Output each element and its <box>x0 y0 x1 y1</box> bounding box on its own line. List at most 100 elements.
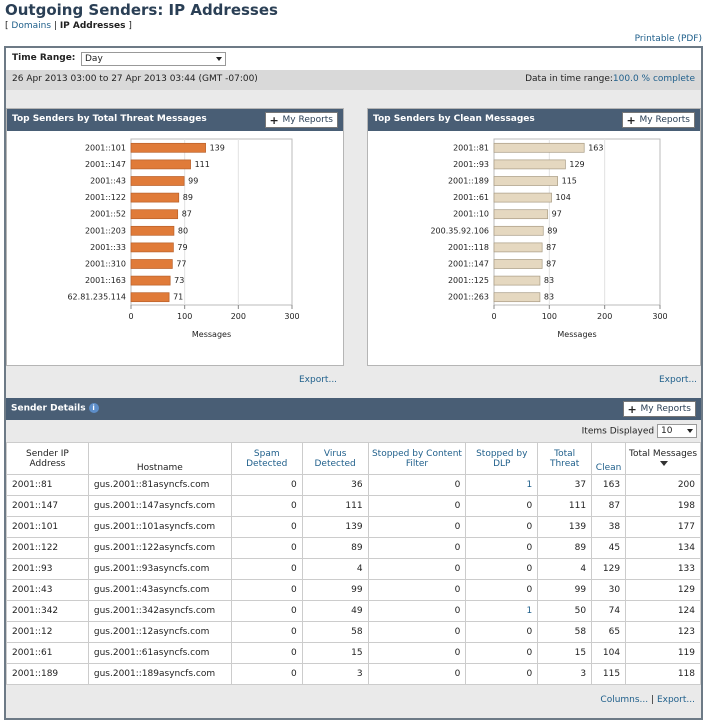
cell-virus: 58 <box>301 621 369 643</box>
col-clean[interactable]: Clean <box>591 442 627 475</box>
items-displayed: Items Displayed 10 <box>582 424 697 438</box>
bar-value-label: 99 <box>188 177 198 186</box>
cell-spam: 0 <box>230 621 303 643</box>
clean-export-link[interactable]: Export... <box>659 375 698 385</box>
cell-virus: 99 <box>301 579 369 601</box>
sender-details-header: Sender Details i + My Reports <box>6 398 701 420</box>
cell-hostname: gus.2001::122asyncfs.com <box>87 537 232 559</box>
report-body: Top Senders by Total Threat Messages + M… <box>6 90 701 718</box>
threat-export-link[interactable]: Export... <box>299 375 338 385</box>
data-completeness: Data in time range:100.0 % complete <box>525 74 695 84</box>
cell-sender-ip: 2001::93 <box>6 558 89 580</box>
sort-desc-icon <box>660 460 669 466</box>
cell-total-messages: 124 <box>625 600 701 622</box>
category-label: 2001::163 <box>85 276 126 285</box>
cell-content-filter: 0 <box>367 579 467 601</box>
cell-content-filter: 0 <box>367 495 467 517</box>
cell-total-messages: 198 <box>625 495 701 517</box>
col-stopped-content-filter[interactable]: Stopped by Content Filter <box>367 442 467 475</box>
cell-sender-ip: 2001::122 <box>6 537 89 559</box>
cell-sender-ip: 2001::61 <box>6 642 89 664</box>
time-range-row: Time Range: Day <box>6 48 701 70</box>
col-virus-detected[interactable]: Virus Detected <box>301 442 369 475</box>
columns-link[interactable]: Columns... <box>600 695 649 705</box>
col-spam-detected[interactable]: Spam Detected <box>230 442 303 475</box>
cell-spam: 0 <box>230 474 303 496</box>
cell-total-threat: 89 <box>537 537 593 559</box>
cell-dlp: 0 <box>465 495 539 517</box>
bar-value-label: 163 <box>588 143 603 152</box>
cell-virus: 3 <box>301 663 369 685</box>
clean-panel-header: Top Senders by Clean Messages + My Repor… <box>368 109 700 131</box>
x-tick-label: 300 <box>284 312 299 321</box>
items-displayed-select[interactable]: 10 <box>657 424 697 438</box>
cell-total-threat: 50 <box>537 600 593 622</box>
threat-my-reports-button[interactable]: + My Reports <box>264 112 338 128</box>
category-label: 2001::147 <box>448 260 489 269</box>
cell-total-threat: 139 <box>537 516 593 538</box>
cell-sender-ip: 2001::147 <box>6 495 89 517</box>
plus-icon: + <box>627 403 637 416</box>
cell-clean: 38 <box>591 516 627 538</box>
printable-pdf-link[interactable]: Printable (PDF) <box>634 34 702 44</box>
bar <box>130 292 170 303</box>
bar-value-label: 77 <box>176 260 186 269</box>
threat-panel-title: Top Senders by Total Threat Messages <box>12 114 207 124</box>
info-icon[interactable]: i <box>88 403 99 413</box>
cell-hostname: gus.2001::342asyncfs.com <box>87 600 232 622</box>
category-label: 2001::122 <box>85 193 126 202</box>
cell-hostname: gus.2001::189asyncfs.com <box>87 663 232 685</box>
cell-virus: 89 <box>301 537 369 559</box>
cell-clean: 87 <box>591 495 627 517</box>
col-total-threat[interactable]: Total Threat <box>537 442 593 475</box>
cell-virus: 139 <box>301 516 369 538</box>
plus-icon: + <box>269 114 279 127</box>
cell-total-threat: 99 <box>537 579 593 601</box>
cell-dlp[interactable]: 1 <box>465 600 539 622</box>
table-row: 2001::342 gus.2001::342asyncfs.com 0 49 0 1 50… <box>6 600 701 622</box>
bar-value-label: 71 <box>173 293 183 302</box>
chevron-down-icon <box>687 429 693 433</box>
cell-virus: 111 <box>301 495 369 517</box>
cell-sender-ip: 2001::81 <box>6 474 89 496</box>
cell-dlp[interactable]: 1 <box>465 474 539 496</box>
clean-my-reports-button[interactable]: + My Reports <box>621 112 695 128</box>
col-total-messages[interactable]: Total Messages <box>625 442 701 475</box>
bar <box>130 142 206 153</box>
x-tick-label: 100 <box>177 312 192 321</box>
x-tick-label: 200 <box>231 312 246 321</box>
threat-panel-header: Top Senders by Total Threat Messages + M… <box>7 109 343 131</box>
x-tick-label: 0 <box>491 312 496 321</box>
cell-virus: 49 <box>301 600 369 622</box>
cell-sender-ip: 2001::43 <box>6 579 89 601</box>
cell-total-messages: 129 <box>625 579 701 601</box>
cell-spam: 0 <box>230 579 303 601</box>
data-completeness-link[interactable]: 100.0 % complete <box>612 74 695 84</box>
cell-dlp: 0 <box>465 579 539 601</box>
cell-content-filter: 0 <box>367 642 467 664</box>
category-label: 2001::101 <box>85 143 126 152</box>
breadcrumb: [ Domains | IP Addresses ] <box>5 21 132 31</box>
category-label: 2001::263 <box>448 293 489 302</box>
details-my-reports-button[interactable]: + My Reports <box>622 401 696 417</box>
bar <box>493 176 558 186</box>
bar <box>493 225 544 236</box>
col-stopped-dlp[interactable]: Stopped by DLP <box>465 442 539 475</box>
cell-clean: 129 <box>591 558 627 580</box>
cell-clean: 65 <box>591 621 627 643</box>
bar-value-label: 83 <box>544 276 554 285</box>
time-range-select[interactable]: Day <box>81 52 226 66</box>
footer-separator: | <box>651 695 655 705</box>
cell-hostname: gus.2001::101asyncfs.com <box>87 516 232 538</box>
bar-value-label: 79 <box>177 243 187 252</box>
details-export-link[interactable]: Export... <box>656 695 695 705</box>
table-row: 2001::81 gus.2001::81asyncfs.com 0 36 0 1 37 16… <box>6 474 701 496</box>
cell-content-filter: 0 <box>367 474 467 496</box>
sender-details-table-wrap: Sender IP Address Hostname Spam Detected… <box>6 442 701 685</box>
table-row: 2001::122 gus.2001::122asyncfs.com 0 89 0 0 89… <box>6 537 701 559</box>
bar <box>130 159 191 170</box>
clean-senders-panel: Top Senders by Clean Messages + My Repor… <box>367 108 701 366</box>
cell-hostname: gus.2001::93asyncfs.com <box>87 558 232 580</box>
breadcrumb-domains-link[interactable]: Domains <box>11 21 52 31</box>
